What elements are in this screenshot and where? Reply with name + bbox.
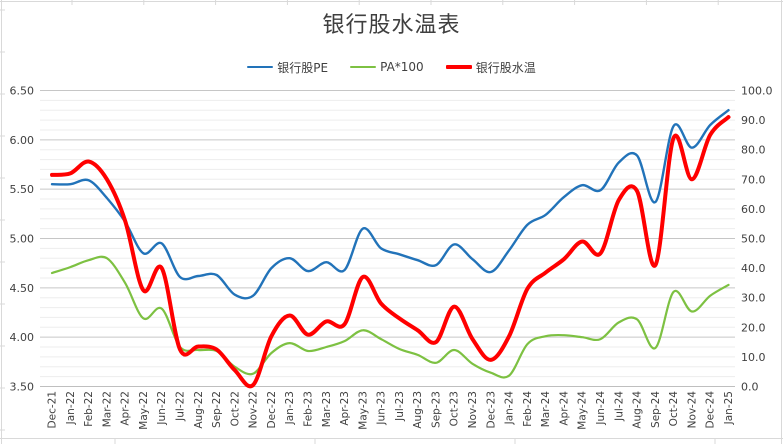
- x-axis-label: Oct-22: [229, 391, 241, 426]
- legend-item-pa: PA*100: [350, 60, 424, 74]
- y-axis-label-left: 4.00: [10, 331, 35, 344]
- series-line-pe: [50, 109, 730, 300]
- x-axis-label: Jun-22: [156, 391, 168, 426]
- x-axis-label: Aug-22: [193, 391, 205, 429]
- y-axis-label-right: 30.0: [741, 292, 766, 305]
- x-axis-label: Jul-23: [394, 391, 406, 422]
- legend-label-pa: PA*100: [380, 60, 424, 74]
- legend-item-pe: 银行股PE: [247, 59, 328, 76]
- y-axis-label-right: 40.0: [741, 262, 766, 275]
- x-axis-label: Dec-22: [266, 391, 278, 428]
- x-axis-label: Nov-22: [248, 391, 260, 428]
- y-axis-label-right: 90.0: [741, 114, 766, 127]
- x-axis-label: Dec-23: [485, 391, 497, 428]
- y-axis-label-right: 100.0: [741, 85, 773, 98]
- x-axis-label: Jun-24: [595, 391, 607, 426]
- x-axis-label: Oct-24: [668, 391, 680, 427]
- y-axis-label-right: 80.0: [741, 144, 766, 157]
- x-axis-label: Jan-22: [65, 391, 77, 425]
- y-axis-label-left: 6.00: [10, 134, 35, 147]
- legend-label-temp: 银行股水温: [475, 60, 536, 75]
- x-axis-label: Jun-23: [376, 391, 388, 426]
- x-axis-label: Sep-23: [430, 391, 442, 428]
- x-axis-label: Dec-21: [47, 391, 59, 428]
- x-axis-label: Mar-23: [321, 391, 333, 427]
- legend-line-swatch-pe: [247, 65, 274, 69]
- legend-item-temp: 银行股水温: [445, 59, 536, 76]
- x-axis-label: Jan-24: [504, 391, 516, 426]
- x-axis-label: Apr-23: [339, 391, 351, 426]
- x-axis-label: Mar-22: [101, 391, 113, 427]
- x-axis-label: Jul-24: [613, 391, 625, 422]
- x-axis-label: Jan-25: [723, 391, 735, 425]
- x-axis-label: Jul-22: [174, 391, 186, 422]
- x-axis-label: Aug-23: [412, 391, 424, 429]
- x-axis-label: May-22: [138, 391, 150, 430]
- x-axis-label: Jan-23: [284, 391, 296, 425]
- x-axis-label: Aug-24: [632, 391, 644, 429]
- x-axis-label: Sep-24: [650, 391, 662, 428]
- y-axis-label-right: 50.0: [741, 233, 766, 246]
- y-axis-label-right: 60.0: [741, 203, 766, 216]
- y-axis-label-left: 5.00: [10, 233, 35, 246]
- y-axis-label-left: 4.50: [10, 282, 35, 295]
- series-line-pa: [50, 255, 730, 379]
- x-axis-label: Nov-23: [467, 391, 479, 428]
- x-axis-label: Sep-22: [211, 391, 223, 428]
- y-axis-label-right: 70.0: [741, 173, 766, 186]
- x-axis-label: Mar-24: [540, 391, 552, 428]
- y-axis-label-left: 5.50: [10, 183, 35, 196]
- y-axis-label-right: 0.0: [741, 381, 759, 394]
- legend-label-pe: 银行股PE: [277, 60, 329, 75]
- x-axis-label: Feb-24: [522, 391, 534, 427]
- series-line-temp: [50, 115, 731, 389]
- y-axis-label-right: 20.0: [741, 321, 766, 334]
- x-axis-label: Dec-24: [705, 391, 717, 429]
- legend-line-swatch-temp: [445, 64, 472, 70]
- x-axis-label: May-24: [577, 391, 589, 430]
- x-axis-label: Oct-23: [449, 391, 461, 426]
- x-axis-label: May-23: [357, 391, 369, 430]
- y-axis-label-left: 3.50: [10, 381, 35, 394]
- x-axis-label: Nov-24: [686, 391, 698, 429]
- x-axis-label: Feb-22: [83, 391, 95, 427]
- x-axis-label: Feb-23: [302, 391, 314, 427]
- x-axis-label: Apr-22: [120, 391, 132, 426]
- chart-legend: 银行股PE PA*100 银行股水温: [0, 58, 783, 76]
- x-axis-label: Apr-24: [558, 391, 570, 426]
- y-axis-label-left: 6.50: [10, 85, 35, 98]
- legend-line-swatch-pa: [350, 65, 377, 69]
- chart-title: 银行股水温表: [322, 13, 461, 38]
- y-axis-label-right: 10.0: [741, 351, 766, 364]
